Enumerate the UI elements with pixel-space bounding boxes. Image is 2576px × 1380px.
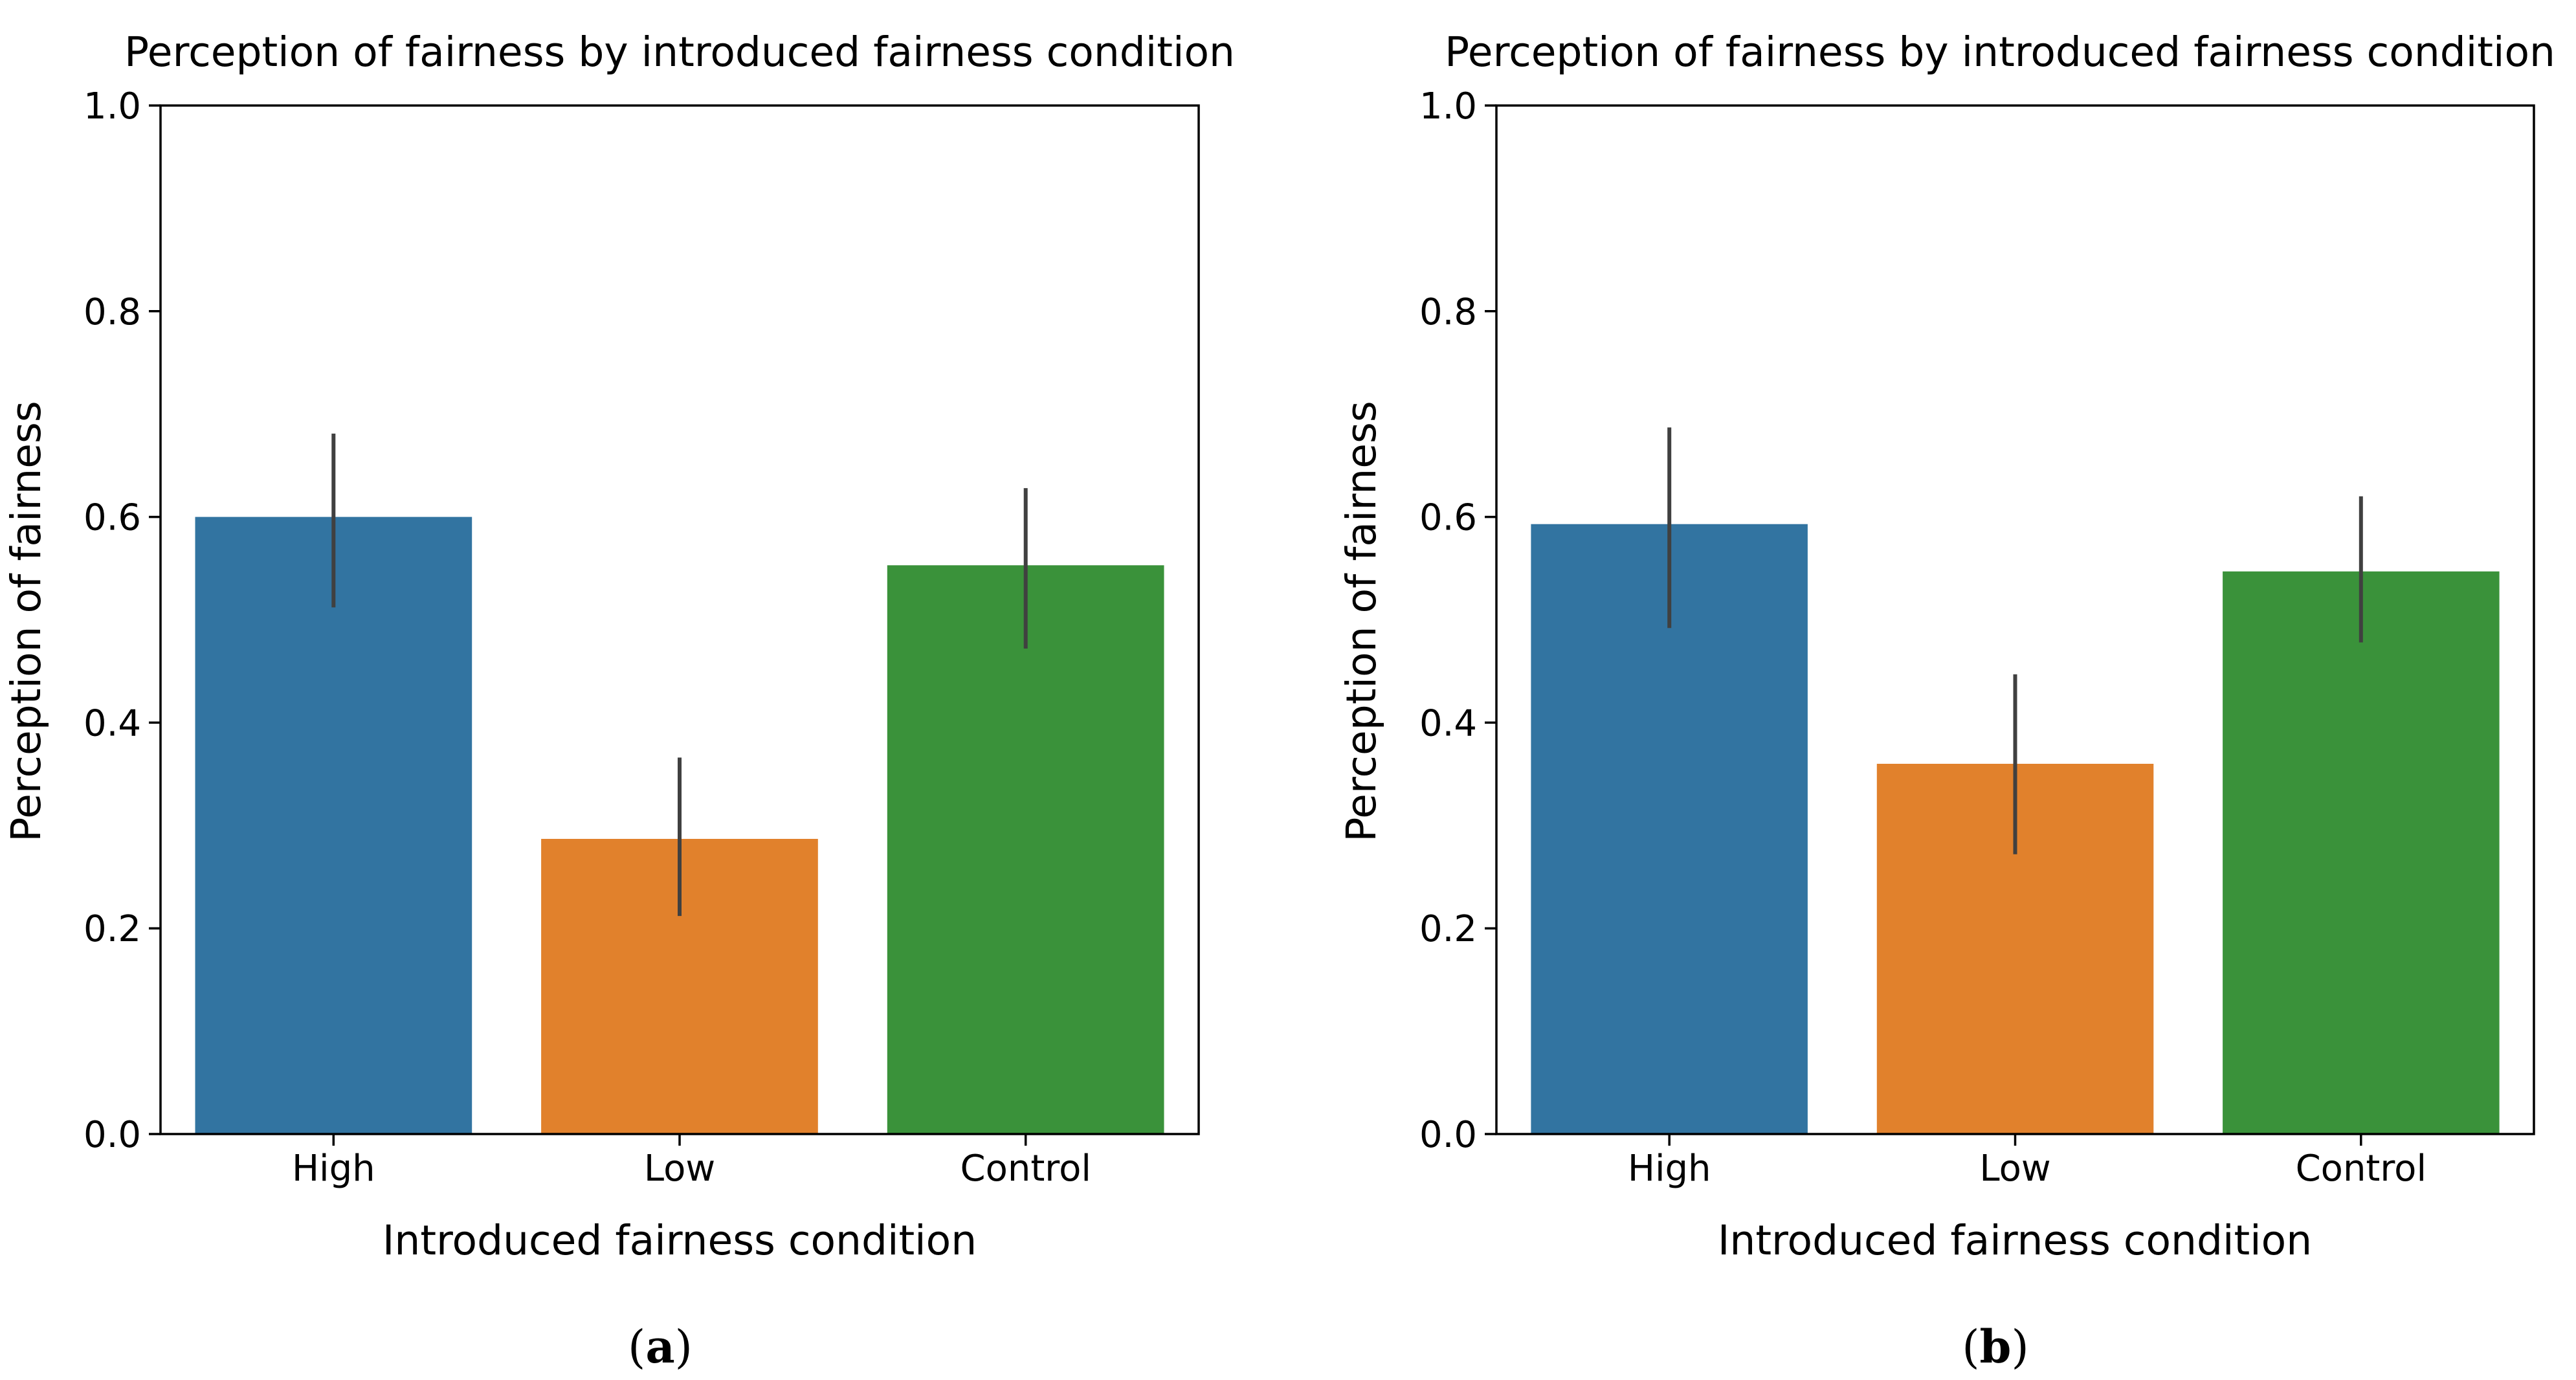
x-tick-label-low: Low bbox=[644, 1148, 715, 1190]
y-tick-label: 0.8 bbox=[1419, 291, 1477, 333]
x-axis-label: Introduced fairness condition bbox=[383, 1217, 977, 1264]
plot-marks: 0.0 0.2 0.4 0.6 0.8 1.0 High Low Control bbox=[1419, 85, 2535, 1190]
bar-control bbox=[2223, 571, 2500, 1134]
panel-label: (a) bbox=[628, 1320, 693, 1374]
panel-label-close: ) bbox=[675, 1320, 693, 1374]
x-tick-label-high: High bbox=[292, 1148, 375, 1190]
panel-label-letter: b bbox=[1980, 1320, 2012, 1374]
panel-label-open: ( bbox=[1962, 1320, 1979, 1374]
x-tick-label-low: Low bbox=[1979, 1148, 2050, 1190]
y-tick-label: 0.2 bbox=[1419, 908, 1477, 950]
chart-panel-b: Perception of fairness by introduced fai… bbox=[1338, 28, 2555, 1374]
panel-label-letter: a bbox=[645, 1320, 674, 1374]
bar-control bbox=[887, 565, 1164, 1134]
panel-label: (b) bbox=[1962, 1320, 2029, 1374]
chart-title: Perception of fairness by introduced fai… bbox=[1445, 28, 2555, 76]
chart-panel-a: Perception of fairness by introduced fai… bbox=[3, 28, 1235, 1374]
x-tick-label-control: Control bbox=[960, 1148, 1091, 1190]
x-tick-label-control: Control bbox=[2296, 1148, 2426, 1190]
y-axis-label: Perception of fairness bbox=[1338, 401, 1385, 841]
y-tick-label: 1.0 bbox=[83, 85, 141, 128]
y-tick-label: 0.6 bbox=[83, 497, 141, 539]
panel-label-close: ) bbox=[2011, 1320, 2028, 1374]
bar-high bbox=[195, 517, 472, 1134]
y-tick-label: 0.0 bbox=[83, 1114, 141, 1156]
plot-marks: 0.0 0.2 0.4 0.6 0.8 1.0 High Low Control bbox=[83, 85, 1200, 1190]
y-axis-label: Perception of fairness bbox=[3, 401, 50, 841]
y-tick-label: 0.8 bbox=[83, 291, 141, 333]
chart-title: Perception of fairness by introduced fai… bbox=[124, 28, 1235, 76]
y-tick-label: 0.0 bbox=[1419, 1114, 1477, 1156]
y-tick-label: 0.2 bbox=[83, 908, 141, 950]
panel-label-open: ( bbox=[628, 1320, 645, 1374]
y-tick-label: 0.4 bbox=[1419, 702, 1477, 744]
y-tick-label: 0.4 bbox=[83, 702, 141, 744]
x-tick-label-high: High bbox=[1628, 1148, 1711, 1190]
x-axis-label: Introduced fairness condition bbox=[1718, 1217, 2312, 1264]
y-tick-label: 0.6 bbox=[1419, 497, 1477, 539]
y-tick-label: 1.0 bbox=[1419, 85, 1477, 128]
